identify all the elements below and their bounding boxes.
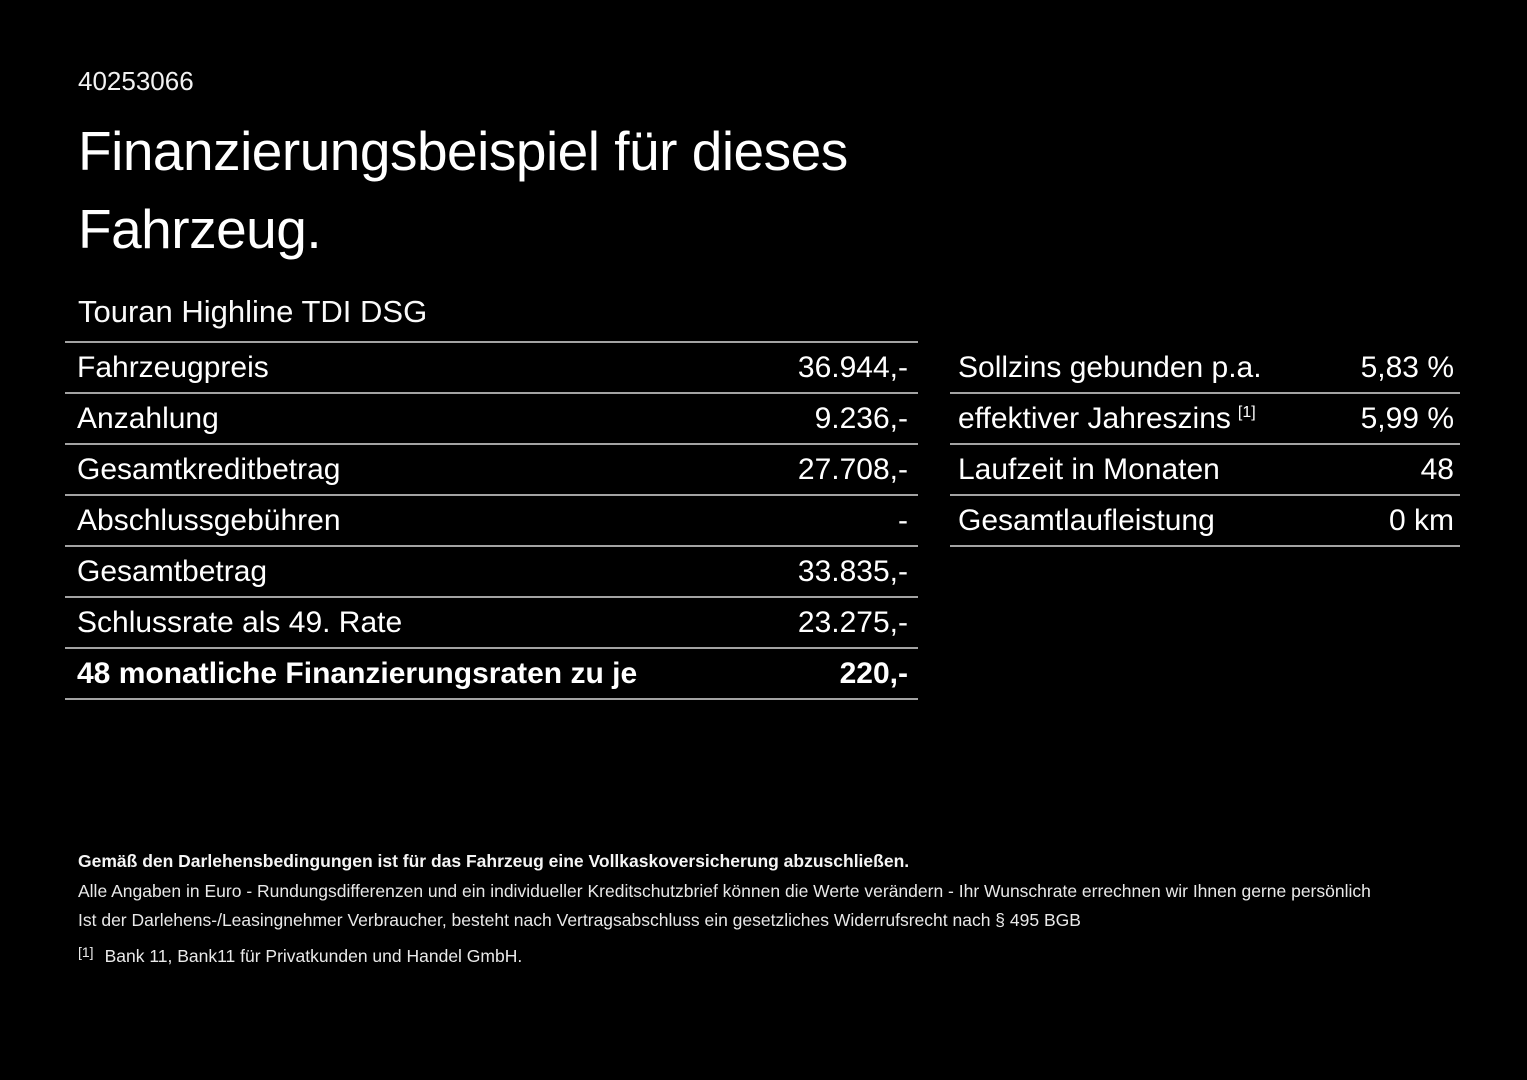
- row-value: 9.236,-: [814, 401, 908, 435]
- footer-disclaimer-euro: Alle Angaben in Euro - Rundungsdifferenz…: [78, 881, 1371, 901]
- table-row-laufzeit: Laufzeit in Monaten 48: [950, 445, 1460, 496]
- conditions-table: Sollzins gebunden p.a. 5,83 % effektiver…: [950, 343, 1460, 547]
- table-row-schlussrate: Schlussrate als 49. Rate 23.275,-: [65, 598, 918, 649]
- table-row-gesamtbetrag: Gesamtbetrag 33.835,-: [65, 547, 918, 598]
- row-label: 48 monatliche Finanzierungsraten zu je: [77, 656, 638, 690]
- table-row-sollzins: Sollzins gebunden p.a. 5,83 %: [950, 343, 1460, 394]
- row-label: effektiver Jahreszins [1]: [950, 402, 1256, 436]
- table-row-effektiver-jahreszins: effektiver Jahreszins [1] 5,99 %: [950, 394, 1460, 445]
- row-value: 33.835,-: [797, 554, 908, 588]
- row-label: Fahrzeugpreis: [77, 350, 269, 384]
- row-value: 23.275,-: [797, 605, 908, 639]
- table-row-gesamtkreditbetrag: Gesamtkreditbetrag 27.708,-: [65, 445, 918, 496]
- row-label: Sollzins gebunden p.a.: [958, 350, 1262, 384]
- row-label-text: effektiver Jahreszins: [958, 401, 1231, 435]
- row-value: 220,-: [839, 656, 908, 690]
- row-label: Schlussrate als 49. Rate: [77, 605, 403, 639]
- table-row-anzahlung: Anzahlung 9.236,-: [65, 394, 918, 445]
- footer-insurance-note: Gemäß den Darlehensbedingungen ist für d…: [78, 851, 910, 871]
- row-value: 5,83 %: [1360, 350, 1454, 384]
- table-row-gesamtlaufleistung: Gesamtlaufleistung 0 km: [950, 496, 1460, 547]
- table-row-monatsrate: 48 monatliche Finanzierungsraten zu je 2…: [65, 649, 918, 700]
- document-id: 40253066: [78, 66, 194, 96]
- row-value: 36.944,-: [797, 350, 908, 384]
- vehicle-name: Touran Highline TDI DSG: [78, 294, 428, 329]
- row-label: Anzahlung: [77, 401, 219, 435]
- row-label: Gesamtlaufleistung: [958, 503, 1215, 537]
- page-title: Finanzierungsbeispiel für dieses Fahrzeu…: [78, 120, 848, 260]
- row-label: Laufzeit in Monaten: [958, 452, 1220, 486]
- row-value: 0 km: [1388, 503, 1454, 537]
- row-label: Gesamtkreditbetrag: [77, 452, 341, 486]
- row-value: 5,99 %: [1360, 401, 1454, 435]
- row-value: -: [898, 503, 908, 537]
- row-value: 27.708,-: [797, 452, 908, 486]
- footer-footnote: [1] Bank 11, Bank11 für Privatkunden und …: [78, 944, 522, 967]
- table-row-fahrzeugpreis: Fahrzeugpreis 36.944,-: [65, 343, 918, 394]
- footnote-text: Bank 11, Bank11 für Privatkunden und Han…: [104, 946, 523, 966]
- footnote-marker: [1]: [1237, 403, 1256, 421]
- footnote-marker: [1]: [78, 944, 94, 960]
- row-value: 48: [1420, 452, 1454, 486]
- row-label: Gesamtbetrag: [77, 554, 268, 588]
- footer-disclaimer-widerruf: Ist der Darlehens-/Leasingnehmer Verbrau…: [78, 910, 1081, 930]
- finance-table: Fahrzeugpreis 36.944,- Anzahlung 9.236,-…: [65, 341, 918, 700]
- table-row-abschlussgebuehren: Abschlussgebühren -: [65, 496, 918, 547]
- row-label: Abschlussgebühren: [77, 503, 341, 537]
